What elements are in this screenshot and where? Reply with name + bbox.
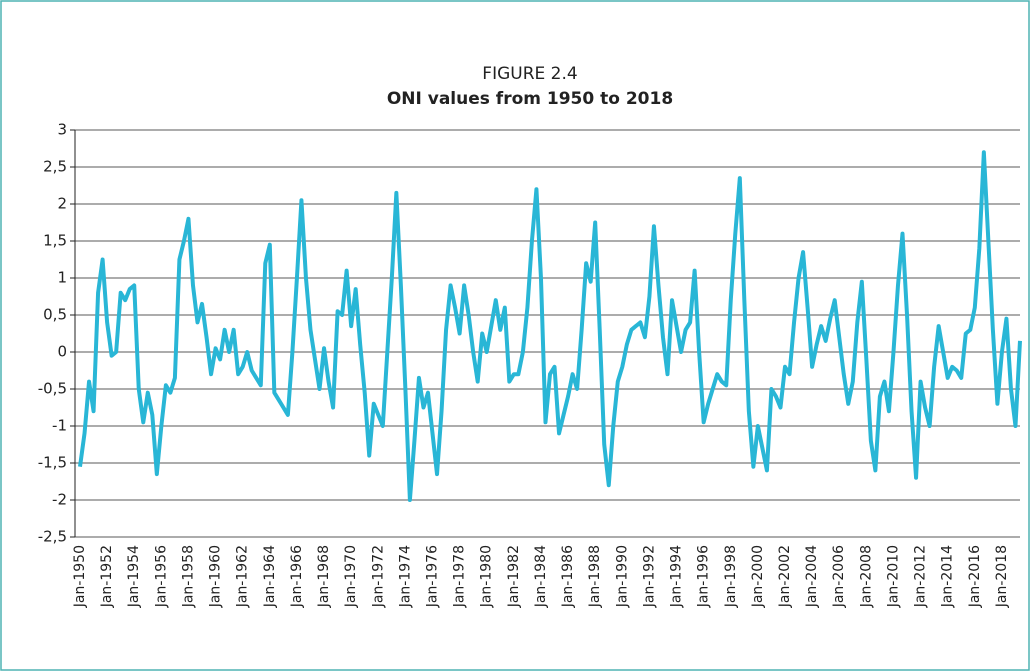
- x-tick-label: Jan-2018: [994, 545, 1010, 608]
- x-tick-label: Jan-2002: [777, 545, 793, 608]
- y-tick-label: 1,5: [43, 232, 67, 250]
- x-tick-label: Jan-1956: [153, 545, 169, 608]
- chart-subtitle: ONI values from 1950 to 2018: [387, 89, 673, 109]
- x-tick-label: Jan-2000: [750, 545, 766, 608]
- x-tick-label: Jan-1974: [397, 545, 413, 608]
- y-tick-label: 2: [57, 195, 67, 213]
- x-tick-label: Jan-1960: [208, 545, 224, 608]
- x-tick-label: Jan-2016: [967, 545, 983, 608]
- x-tick-label: Jan-2006: [831, 545, 847, 608]
- x-tick-label: Jan-1984: [533, 545, 549, 608]
- x-tick-label: Jan-1964: [262, 545, 278, 608]
- x-tick-label: Jan-1994: [669, 545, 685, 608]
- x-tick-label: Jan-1998: [723, 545, 739, 608]
- x-tick-label: Jan-2010: [885, 545, 901, 608]
- y-tick-label: -1: [52, 417, 67, 435]
- x-tick-label: Jan-1980: [479, 545, 495, 608]
- x-tick-label: Jan-1992: [641, 545, 657, 608]
- y-tick-label: -1,5: [38, 454, 67, 472]
- data-line: [78, 150, 1022, 502]
- x-tick-label: Jan-1976: [425, 545, 441, 608]
- y-tick-label: 3: [57, 121, 67, 139]
- x-tick-label: Jan-1958: [180, 545, 196, 608]
- x-tick-label: Jan-1954: [126, 545, 142, 608]
- x-tick-label: Jan-1950: [72, 545, 88, 608]
- x-tick-label: Jan-1986: [560, 545, 576, 608]
- x-tick-label: Jan-1996: [696, 545, 712, 608]
- y-tick-label: 0,5: [43, 306, 67, 324]
- x-tick-label: Jan-1978: [452, 545, 468, 608]
- x-tick-label: Jan-1962: [235, 545, 251, 608]
- x-tick-label: Jan-1982: [506, 545, 522, 608]
- x-tick-label: Jan-1966: [289, 545, 305, 608]
- y-tick-label: 1: [57, 269, 67, 287]
- x-tick-label: Jan-2004: [804, 545, 820, 608]
- y-tick-label: -0,5: [38, 380, 67, 398]
- x-tick-label: Jan-2014: [940, 545, 956, 608]
- x-tick-label: Jan-1970: [343, 545, 359, 608]
- y-tick-label: 2,5: [43, 158, 67, 176]
- y-tick-label: -2: [52, 491, 67, 509]
- x-tick-label: Jan-1988: [587, 545, 603, 608]
- x-tick-label: Jan-1968: [316, 545, 332, 608]
- y-tick-label: 0: [57, 343, 67, 361]
- chart-title: FIGURE 2.4: [482, 64, 577, 84]
- x-tick-label: Jan-1990: [614, 545, 630, 608]
- x-tick-label: Jan-1972: [370, 545, 386, 608]
- x-tick-label: Jan-2008: [858, 545, 874, 608]
- x-tick-label: Jan-1952: [99, 545, 115, 608]
- x-tick-label: Jan-2012: [913, 545, 929, 608]
- y-tick-label: -2,5: [38, 528, 67, 546]
